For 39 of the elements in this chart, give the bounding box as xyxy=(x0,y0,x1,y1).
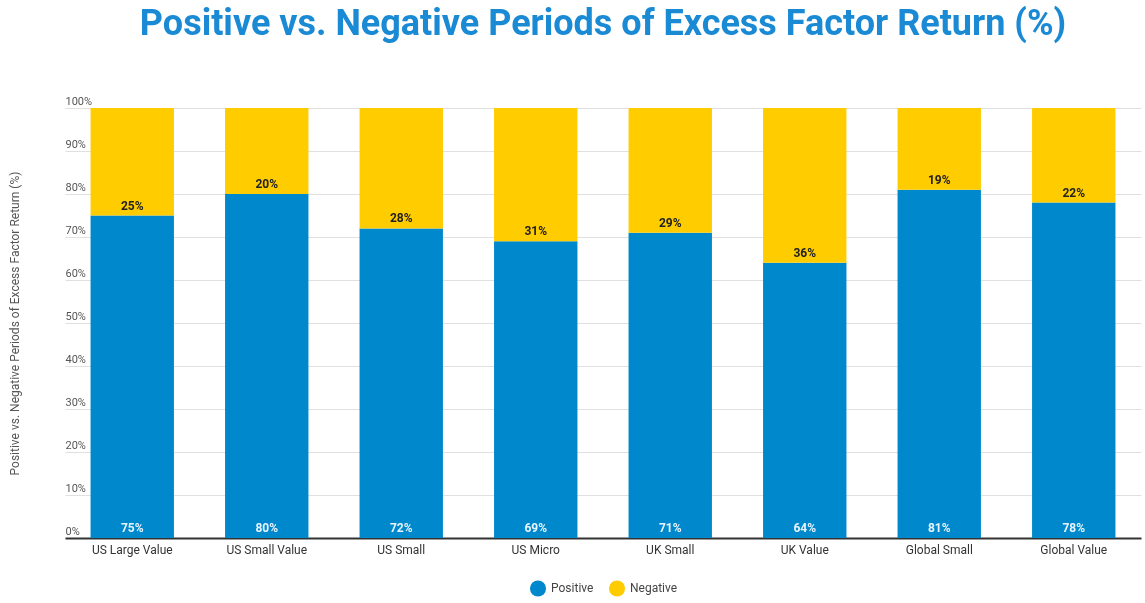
y-tick-label: 100% xyxy=(65,94,93,108)
x-tick-label: US Small Value xyxy=(226,542,308,557)
data-label: 80% xyxy=(255,521,279,535)
y-axis-title: Positive vs. Negative Periods of Excess Factor Return (%) xyxy=(7,171,22,476)
legend-label: Negative xyxy=(630,581,678,596)
y-tick-label: 70% xyxy=(65,223,86,237)
data-label: 31% xyxy=(524,224,548,239)
data-label: 75% xyxy=(120,521,144,535)
chart-title: Positive vs. Negative Periods of Excess Factor Return (%) xyxy=(139,2,1067,44)
data-label: 22% xyxy=(1062,185,1086,200)
y-tick-label: 40% xyxy=(65,352,86,366)
x-tick-label: Global Value xyxy=(1040,542,1108,557)
y-tick-label: 20% xyxy=(65,438,86,452)
data-label: 64% xyxy=(793,521,817,535)
data-label: 36% xyxy=(793,245,817,260)
x-tick-label: Global Small xyxy=(905,542,973,557)
data-label: 25% xyxy=(120,198,144,213)
x-tick-label: UK Small xyxy=(646,542,695,557)
data-label: 72% xyxy=(389,521,413,535)
legend-label: Positive xyxy=(551,581,594,596)
y-tick-label: 30% xyxy=(65,395,86,409)
data-label: 81% xyxy=(927,521,951,535)
x-tick-label: UK Value xyxy=(780,542,829,557)
y-tick-label: 90% xyxy=(65,137,86,151)
data-label: 78% xyxy=(1062,521,1086,535)
y-tick-label: 80% xyxy=(65,180,86,194)
x-tick-label: US Large Value xyxy=(91,542,173,557)
data-label: 71% xyxy=(658,521,682,535)
y-tick-label: 50% xyxy=(65,309,86,323)
data-label: 20% xyxy=(255,177,279,191)
y-tick-label: 0% xyxy=(65,524,80,538)
x-tick-label: US Micro xyxy=(511,542,561,557)
y-tick-label: 60% xyxy=(65,266,86,280)
y-tick-label: 10% xyxy=(65,481,86,495)
data-label: 19% xyxy=(927,172,951,187)
data-label: 69% xyxy=(524,521,548,535)
data-label: 29% xyxy=(658,215,682,230)
x-tick-label: US Small xyxy=(377,542,426,557)
data-label: 28% xyxy=(389,211,413,226)
